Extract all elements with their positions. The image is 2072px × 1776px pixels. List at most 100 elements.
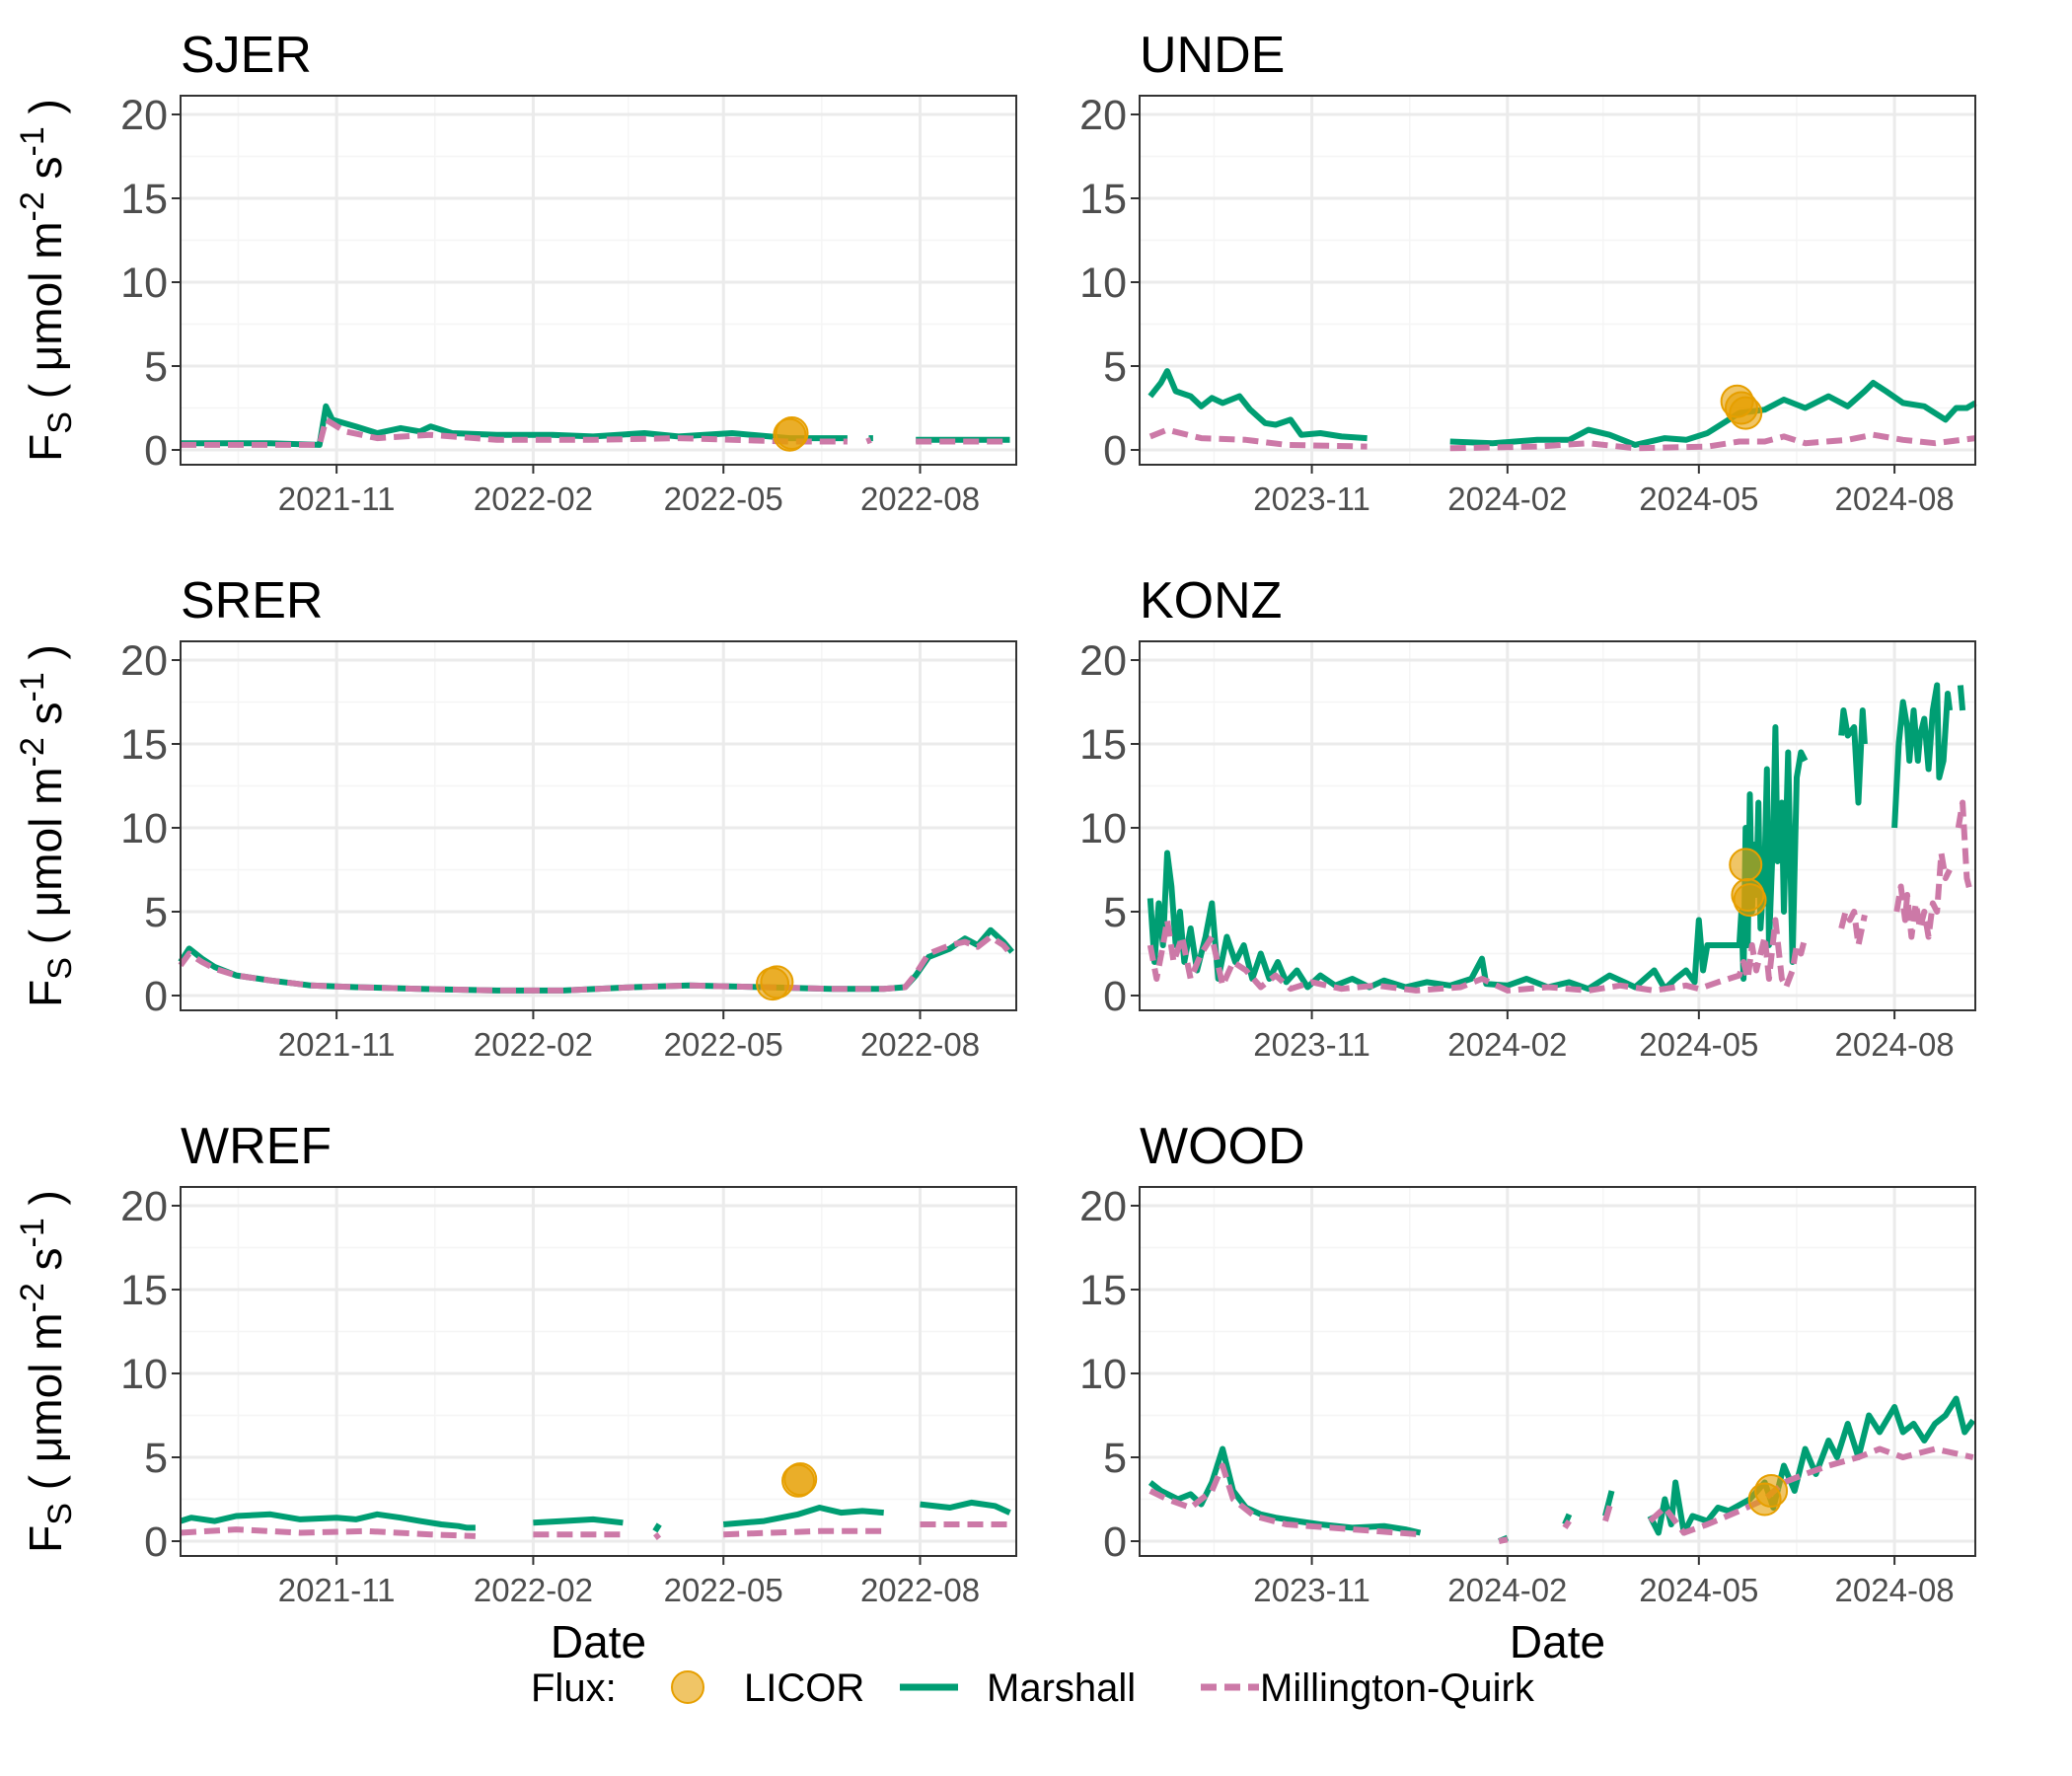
panel-border bbox=[1139, 1186, 1976, 1557]
licor-point bbox=[783, 1462, 818, 1497]
y-title-symbol: F bbox=[20, 1525, 71, 1553]
y-title-exponent: -2 bbox=[14, 1283, 51, 1312]
x-tick-label: 2024-08 bbox=[1835, 1572, 1955, 1608]
y-tick-label: 15 bbox=[1079, 176, 1127, 223]
series-line-millington-quirk bbox=[1602, 1498, 1615, 1522]
series-licor bbox=[1729, 848, 1767, 918]
series-millington-quirk bbox=[181, 416, 1010, 448]
x-tick-label: 2022-05 bbox=[664, 1026, 783, 1063]
x-tick-label: 2024-02 bbox=[1447, 481, 1567, 517]
y-tick-label: 10 bbox=[1079, 259, 1127, 307]
y-title-units-s: s bbox=[20, 702, 71, 737]
x-tick-label: 2024-05 bbox=[1639, 1026, 1758, 1063]
legend-licor-label: LICOR bbox=[744, 1666, 864, 1710]
y-tick-label: 0 bbox=[1103, 1518, 1127, 1566]
series-line-millington-quirk bbox=[1562, 1518, 1572, 1530]
panel-title: KONZ bbox=[1140, 572, 1282, 629]
y-tick-label: 5 bbox=[1103, 1435, 1127, 1482]
panel-unde: UNDE 0 5 10 15 20 2023-11 2024-02 2024-05 2024-08 bbox=[1079, 27, 1977, 517]
y-title-units-s: s bbox=[20, 1247, 71, 1283]
y-tick-label: 10 bbox=[1079, 1351, 1127, 1398]
series-line-millington-quirk bbox=[1838, 909, 1868, 948]
y-tick-label: 15 bbox=[120, 1267, 168, 1314]
x-axis-title: Date bbox=[551, 1616, 646, 1667]
series-millington-quirk bbox=[1147, 799, 1974, 994]
y-tick-label: 20 bbox=[1079, 1183, 1127, 1230]
grid bbox=[181, 96, 1016, 465]
series-line-millington-quirk bbox=[1148, 1462, 1421, 1538]
y-title-exponent: -1 bbox=[14, 126, 51, 156]
panel-wood: WOOD 0 5 10 15 20 2023-11 2024-02 2024-05 2024-08… bbox=[1079, 1118, 1976, 1667]
y-tick-label: 10 bbox=[120, 1351, 168, 1398]
grid bbox=[1140, 1187, 1975, 1556]
x-tick-label: 2021-11 bbox=[278, 1572, 396, 1608]
series-line-millington-quirk bbox=[1449, 431, 1976, 452]
x-tick-label: 2024-02 bbox=[1447, 1026, 1567, 1063]
y-title-subscript: S bbox=[41, 957, 79, 980]
panel-title: UNDE bbox=[1140, 27, 1285, 84]
licor-point bbox=[1729, 848, 1763, 882]
series-marshall bbox=[1147, 682, 1966, 993]
series-millington-quirk bbox=[1148, 426, 1976, 452]
panel-border bbox=[1139, 640, 1976, 1011]
grid bbox=[181, 1187, 1016, 1556]
x-tick-label: 2022-02 bbox=[474, 1026, 593, 1063]
y-title-exponent: -1 bbox=[14, 1218, 51, 1247]
x-tick-label: 2022-02 bbox=[474, 481, 593, 517]
series-line-millington-quirk bbox=[181, 416, 848, 448]
y-tick-label: 10 bbox=[120, 805, 168, 852]
x-tick-label: 2022-08 bbox=[860, 481, 980, 517]
y-tick-label: 0 bbox=[1103, 973, 1127, 1020]
series-line-marshall bbox=[1891, 682, 1954, 829]
y-title-units: ( μmol m bbox=[20, 221, 71, 411]
x-tick-label: 2024-05 bbox=[1639, 481, 1758, 517]
y-tick-label: 0 bbox=[144, 427, 168, 475]
series-line-marshall bbox=[920, 1499, 1011, 1516]
series-line-marshall bbox=[652, 1522, 662, 1533]
x-tick-label: 2024-08 bbox=[1835, 1026, 1955, 1063]
series-millington-quirk bbox=[1148, 1445, 1974, 1544]
series-licor bbox=[1747, 1474, 1789, 1517]
y-tick-label: 20 bbox=[1079, 92, 1127, 139]
series-line-marshall bbox=[1449, 380, 1977, 448]
y-tick-label: 15 bbox=[1079, 721, 1127, 769]
series-line-millington-quirk bbox=[1147, 917, 1809, 994]
series-licor bbox=[773, 416, 809, 452]
y-title-units: ( μmol m bbox=[20, 767, 71, 957]
y-tick-label: 5 bbox=[144, 343, 168, 391]
panel-border bbox=[1139, 95, 1976, 466]
series-line-marshall bbox=[533, 1516, 624, 1526]
y-tick-label: 0 bbox=[144, 973, 168, 1020]
series-line-millington-quirk bbox=[1648, 1445, 1974, 1536]
y-tick-label: 10 bbox=[120, 259, 168, 307]
grid bbox=[1140, 96, 1975, 465]
legend-licor-point bbox=[671, 1670, 704, 1704]
y-title-subscript: S bbox=[41, 411, 79, 434]
x-tick-label: 2024-02 bbox=[1447, 1572, 1567, 1608]
y-axis-title: FS ( μmol m-2 s-1 ) bbox=[14, 644, 79, 1007]
y-title-close: ) bbox=[20, 1190, 71, 1218]
series-marshall bbox=[178, 926, 1014, 994]
panel-srer: SRER 0 5 10 15 20 2021-11 2022-02 2022-05 2022-08… bbox=[14, 572, 1017, 1063]
panel-title: WOOD bbox=[1140, 1118, 1305, 1175]
panel-background bbox=[1140, 641, 1975, 1010]
panels: SJER 0 5 10 15 20 2021-11 2022-02 2022-05 2022-08… bbox=[14, 27, 1977, 1667]
panel-title: SJER bbox=[181, 27, 312, 84]
series-marshall bbox=[180, 1499, 1011, 1533]
x-tick-label: 2021-11 bbox=[278, 1026, 396, 1063]
series-line-millington-quirk bbox=[653, 1531, 662, 1540]
y-title-symbol: F bbox=[20, 980, 71, 1007]
y-title-exponent: -2 bbox=[14, 191, 51, 221]
y-tick-label: 15 bbox=[120, 721, 168, 769]
y-tick-label: 20 bbox=[120, 1183, 168, 1230]
licor-point bbox=[1754, 1474, 1789, 1508]
panel-sjer: SJER 0 5 10 15 20 2021-11 2022-02 2022-05 2022-08… bbox=[14, 27, 1017, 517]
series-line-millington-quirk bbox=[180, 1526, 477, 1539]
series-line-marshall bbox=[178, 926, 1014, 994]
series-millington-quirk bbox=[180, 1521, 1010, 1540]
licor-point bbox=[760, 965, 794, 999]
x-tick-label: 2022-08 bbox=[860, 1572, 980, 1608]
legend-item-marshall: Marshall bbox=[900, 1666, 1136, 1710]
series-line-millington-quirk bbox=[723, 1527, 884, 1538]
licor-point bbox=[1733, 883, 1767, 918]
